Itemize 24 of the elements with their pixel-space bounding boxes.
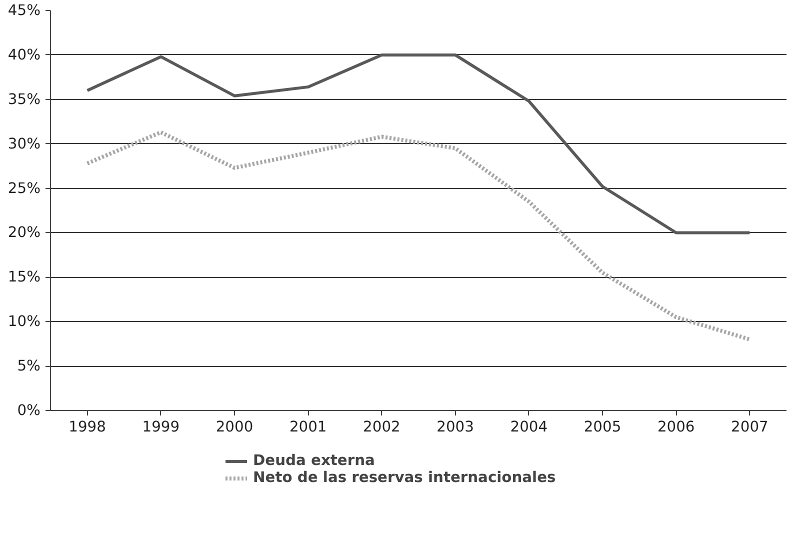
- legend-label: Neto de las reservas internacionales: [253, 469, 556, 486]
- x-tick-label: 2002: [363, 418, 400, 436]
- x-tick-label: 2005: [584, 418, 622, 436]
- y-tick-label: 35%: [8, 90, 41, 108]
- x-tick-label: 2007: [731, 418, 768, 436]
- legend-label: Deuda externa: [253, 452, 375, 469]
- y-tick-label: 45%: [8, 2, 41, 19]
- y-tick-label: 25%: [8, 180, 41, 197]
- y-tick-label: 5%: [17, 358, 41, 375]
- y-tick-label: 10%: [8, 313, 41, 330]
- y-tick-label: 30%: [8, 135, 41, 152]
- x-tick-label: 2004: [510, 418, 548, 436]
- line-series: [86, 53, 752, 234]
- x-tick-label: 2001: [289, 418, 327, 436]
- x-tick-label: 1998: [68, 418, 106, 436]
- y-tick-label: 20%: [8, 224, 41, 242]
- y-tick-label: 15%: [8, 268, 41, 286]
- y-tick-label: 40%: [8, 46, 41, 64]
- x-tick-label: 2006: [657, 418, 695, 436]
- y-tick-label: 0%: [17, 402, 41, 419]
- line-series: [85, 130, 752, 342]
- x-tick-label: 1999: [142, 418, 180, 436]
- x-tick-label: 2000: [216, 418, 254, 436]
- x-tick-label: 2003: [436, 418, 474, 436]
